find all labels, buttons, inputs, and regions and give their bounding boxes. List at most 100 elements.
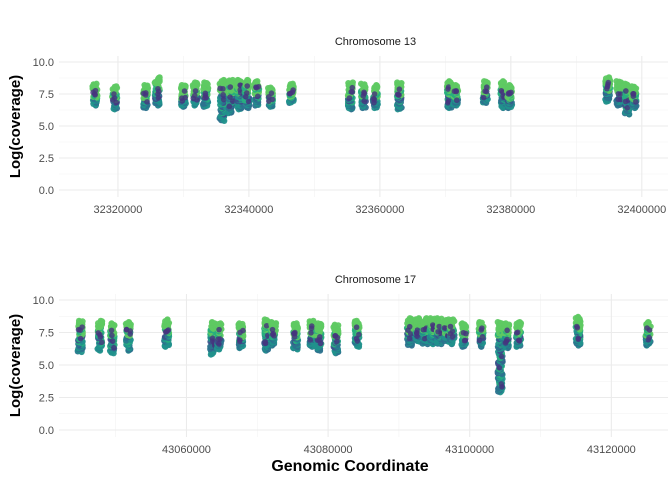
coverage-point — [508, 89, 514, 96]
coverage-cluster — [178, 81, 189, 110]
coverage-point — [230, 98, 236, 105]
coverage-point — [502, 340, 509, 346]
coverage-cluster — [475, 319, 487, 350]
coverage-point — [371, 91, 378, 97]
coverage-point — [346, 95, 353, 101]
y-tick-label: 10.0 — [33, 295, 54, 307]
x-tick-label: 43080000 — [304, 444, 353, 456]
coverage-cluster — [94, 317, 106, 354]
coverage-point — [109, 338, 116, 344]
x-axis-label: Genomic Coordinate — [271, 458, 428, 475]
coverage-point — [220, 96, 227, 103]
coverage-point — [208, 319, 216, 326]
coverage-point — [499, 78, 507, 85]
coverage-point — [244, 76, 251, 84]
coverage-cluster — [369, 81, 381, 112]
coverage-point — [481, 78, 488, 85]
coverage-point — [645, 337, 652, 343]
coverage-point — [396, 86, 403, 93]
coverage-point — [93, 80, 100, 87]
coverage-point — [192, 88, 199, 94]
coverage-point — [360, 93, 367, 99]
coverage-cluster — [285, 80, 297, 107]
coverage-point — [191, 92, 198, 99]
coverage-point — [267, 84, 274, 91]
coverage-point — [156, 88, 162, 95]
coverage-point — [220, 91, 226, 98]
coverage-point — [191, 79, 199, 86]
coverage-point — [220, 76, 227, 84]
coverage-point — [307, 337, 314, 343]
coverage-point — [245, 98, 252, 105]
coverage-point — [227, 94, 233, 100]
coverage-point — [253, 84, 260, 91]
y-tick-label: 2.5 — [39, 153, 54, 165]
coverage-point — [226, 103, 233, 110]
coverage-cluster — [268, 319, 280, 349]
coverage-cluster — [251, 78, 263, 109]
y-tick-label: 7.5 — [39, 328, 54, 340]
coverage-point — [310, 317, 317, 324]
coverage-point — [268, 319, 275, 326]
coverage-point — [445, 100, 451, 106]
coverage-point — [630, 93, 637, 100]
coverage-point — [308, 330, 314, 336]
coverage-point — [482, 88, 488, 95]
coverage-point — [621, 80, 629, 87]
coverage-point — [394, 79, 401, 86]
coverage-point — [615, 91, 622, 97]
coverage-point — [291, 330, 298, 337]
coverage-point — [125, 319, 132, 326]
coverage-point — [406, 323, 413, 330]
coverage-point — [215, 336, 222, 342]
x-tick-label: 43100000 — [445, 444, 494, 456]
coverage-point — [242, 93, 249, 100]
coverage-point — [98, 339, 105, 346]
coverage-point — [453, 87, 459, 94]
coverage-point — [452, 81, 459, 89]
coverage-point — [415, 315, 422, 322]
coverage-cluster — [572, 313, 584, 349]
coverage-cluster — [122, 319, 134, 354]
coverage-point — [353, 324, 360, 331]
coverage-point — [316, 336, 323, 343]
coverage-point — [394, 91, 401, 98]
coverage-point — [513, 330, 520, 336]
coverage-point — [573, 323, 580, 330]
coverage-cluster — [189, 79, 201, 109]
coverage-cluster — [642, 319, 654, 349]
coverage-point — [334, 338, 340, 345]
coverage-point — [476, 337, 483, 344]
coverage-point — [427, 315, 434, 322]
coverage-point — [349, 79, 356, 86]
coverage-point — [261, 316, 268, 323]
x-tick-label: 43060000 — [162, 444, 211, 456]
coverage-cluster — [450, 81, 462, 109]
coverage-point — [314, 320, 322, 327]
coverage-point — [463, 330, 469, 337]
coverage-cluster — [357, 80, 369, 112]
coverage-point — [244, 83, 251, 89]
coverage-point — [421, 335, 428, 342]
coverage-cluster — [501, 320, 513, 352]
coverage-point — [623, 88, 629, 94]
coverage-point — [414, 333, 420, 340]
coverage-point — [628, 83, 635, 90]
coverage-point — [502, 320, 509, 327]
panel-chromosome-13: Chromosome 13 0.0 2.5 5.0 7.5 10.0 32320000 323… — [7, 36, 668, 216]
coverage-cluster — [602, 74, 614, 105]
y-axis-label: Log(coverage) — [7, 314, 24, 417]
y-tick-label: 2.5 — [39, 393, 54, 405]
coverage-point — [516, 338, 523, 344]
coverage-cluster — [89, 80, 101, 109]
coverage-point — [92, 91, 98, 97]
coverage-point — [332, 333, 338, 339]
coverage-cluster — [628, 83, 640, 112]
coverage-point — [201, 95, 208, 101]
y-tick-label: 0.0 — [39, 185, 54, 197]
coverage-cluster — [344, 79, 356, 113]
coverage-point — [348, 89, 355, 95]
coverage-cluster — [241, 76, 253, 112]
coverage-point — [108, 327, 115, 334]
